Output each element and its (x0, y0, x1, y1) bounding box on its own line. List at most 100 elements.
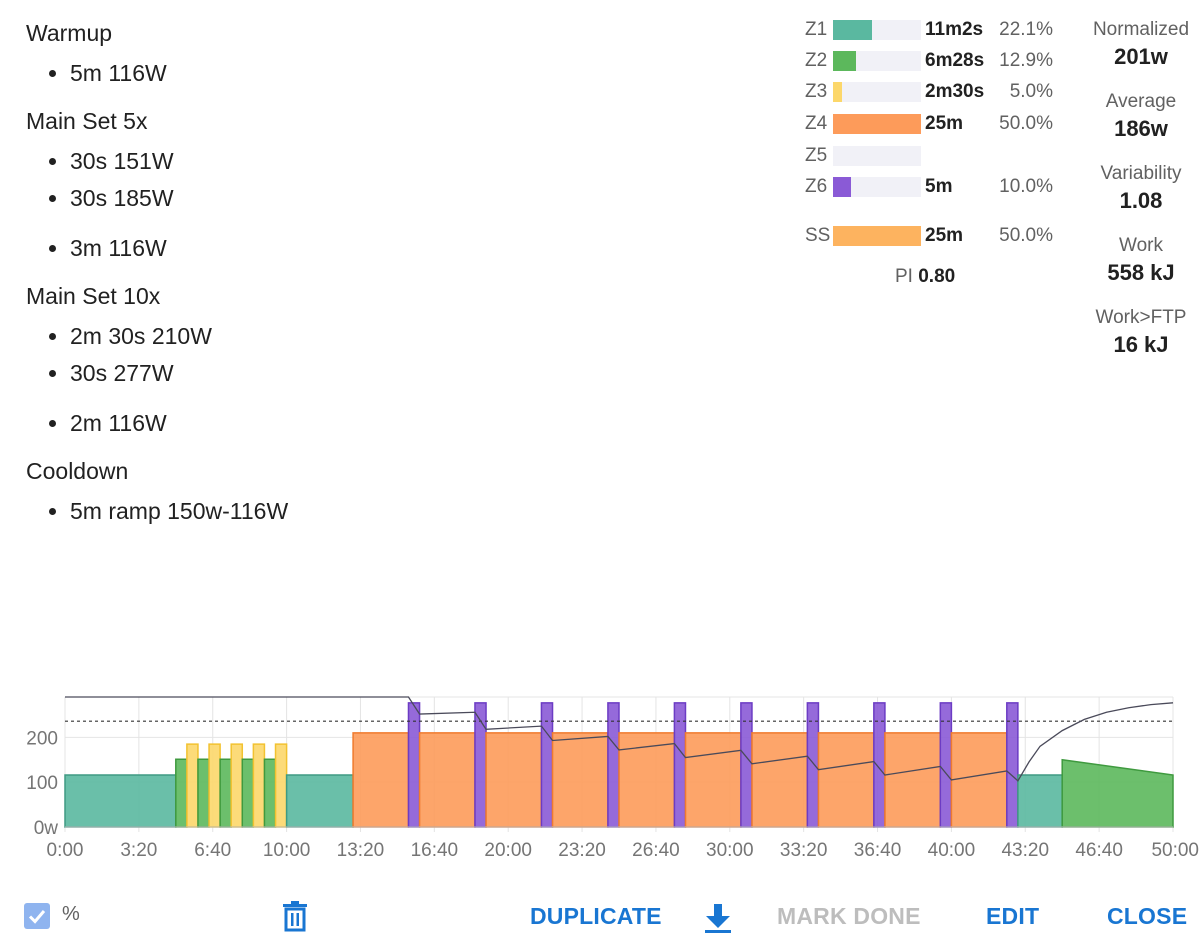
zone-name: Z2 (805, 50, 828, 71)
zone-row-z6: Z6 5m 10.0% (803, 175, 1063, 199)
zone-bar-track (833, 146, 921, 166)
stat-label: Work (1119, 235, 1163, 256)
interval-bar (684, 732, 742, 828)
interval-bar (352, 732, 410, 828)
edit-button[interactable]: EDIT (986, 903, 1040, 929)
x-tick-label: 30:00 (706, 840, 754, 861)
workout-step: 2m 116W (70, 408, 726, 438)
zone-percent: 22.1% (999, 19, 1053, 40)
workout-step: 30s 151W (70, 146, 726, 176)
zone-percent: 5.0% (1009, 81, 1053, 102)
interval-bar (186, 743, 199, 828)
x-tick-label: 26:40 (632, 840, 680, 861)
interval-bar (175, 758, 188, 828)
workout-group-title: Main Set 5x (26, 108, 148, 134)
stat-work: Work 558 kJ (1082, 234, 1200, 306)
workout-group-title: Warmup (26, 20, 113, 46)
x-tick-label: 50:00 (1151, 840, 1199, 861)
zone-bar-track (833, 177, 921, 197)
interval-bar (485, 732, 543, 828)
stat-value: 186w (1114, 116, 1168, 141)
zone-time: 25m (925, 225, 964, 246)
x-tick-label: 40:00 (928, 840, 976, 861)
close-button[interactable]: CLOSE (1107, 903, 1188, 929)
stat-work-ftp: Work>FTP 16 kJ (1082, 306, 1200, 378)
dialog-footer: % DUPLICATE MARK DONE EDIT CLOSE (0, 890, 1200, 942)
workout-step: 3m 116W (70, 233, 726, 263)
x-tick-label: 23:20 (558, 840, 606, 861)
stat-label: Variability (1100, 163, 1182, 184)
workout-step-list: 30s 151W 30s 185W 3m 116W (26, 146, 726, 263)
workout-step: 30s 185W (70, 183, 726, 213)
x-tick-label: 10:00 (263, 840, 311, 861)
stat-label: Work>FTP (1095, 307, 1187, 328)
interval-bar (285, 774, 354, 828)
percent-checkbox[interactable] (24, 903, 50, 929)
mark-done-button[interactable]: MARK DONE (777, 903, 921, 929)
interval-bar (551, 732, 609, 828)
workout-group-title: Main Set 10x (26, 283, 161, 309)
zone-percent: 12.9% (999, 50, 1053, 71)
workout-step: 2m 30s 210W (70, 321, 726, 351)
interval-bar (219, 758, 232, 828)
interval-bar (230, 743, 244, 828)
zone-bar-fill (833, 20, 872, 40)
download-icon (705, 904, 731, 933)
stat-variability: Variability 1.08 (1082, 162, 1200, 234)
stat-normalized: Normalized 201w (1082, 18, 1200, 90)
zone-bar-fill (833, 177, 851, 197)
stat-value: 201w (1114, 44, 1168, 69)
zone-bar-fill (833, 114, 921, 134)
download-button[interactable] (704, 902, 732, 939)
zone-percent: 10.0% (999, 176, 1053, 197)
workout-stats: Normalized 201w Average 186w Variability 1.08… (1082, 18, 1200, 378)
x-tick-label: 3:20 (120, 840, 157, 861)
workout-step: 5m 116W (70, 58, 726, 88)
zone-row-z3: Z3 2m30s 5.0% (803, 80, 1063, 104)
zone-bar-track (833, 20, 921, 40)
x-tick-label: 36:40 (854, 840, 902, 861)
interval-bar (1017, 774, 1063, 828)
workout-group-title: Cooldown (26, 458, 129, 484)
zone-bar-track (833, 51, 921, 71)
x-tick-label: 13:20 (337, 840, 385, 861)
interval-bar (263, 758, 277, 828)
interval-bar (64, 774, 177, 828)
duplicate-button[interactable]: DUPLICATE (530, 903, 662, 929)
workout-step-list: 5m ramp 150w-116W (26, 496, 726, 526)
delete-button[interactable] (281, 900, 309, 937)
zone-time: 5m (925, 176, 953, 197)
y-tick-label: 0w (34, 818, 59, 839)
zone-time: 2m30s (925, 81, 985, 102)
y-tick-label: 200 (26, 728, 58, 749)
interval-bar (252, 743, 266, 828)
percent-label: % (62, 903, 80, 925)
zone-bar-track (833, 226, 921, 246)
zone-bar-track (833, 82, 921, 102)
zone-name: Z3 (805, 81, 828, 102)
interval-bar (241, 758, 255, 828)
stat-value: 558 kJ (1107, 260, 1175, 285)
stat-label: Average (1105, 91, 1177, 112)
zone-bar-track (833, 114, 921, 134)
interval-bar (751, 732, 809, 828)
x-tick-label: 46:40 (1075, 840, 1123, 861)
zone-time: 11m2s (925, 19, 984, 40)
pi-value: 0.80 (918, 266, 956, 287)
zone-percent: 50.0% (999, 113, 1053, 134)
workout-step: 30s 277W (70, 358, 726, 388)
x-tick-label: 20:00 (484, 840, 532, 861)
zone-name: Z6 (805, 176, 828, 197)
interval-bar (950, 732, 1008, 828)
interval-bar (817, 732, 875, 828)
stat-label: Normalized (1092, 19, 1190, 40)
x-tick-label: 33:20 (780, 840, 828, 861)
workout-step-list: 2m 30s 210W 30s 277W 2m 116W (26, 321, 726, 438)
x-tick-label: 16:40 (411, 840, 459, 861)
pi-readout: PI 0.80 (895, 266, 955, 288)
zone-bar-fill (833, 226, 921, 246)
stat-average: Average 186w (1082, 90, 1200, 162)
interval-bar (208, 743, 221, 828)
trash-icon (283, 901, 307, 932)
x-tick-label: 43:20 (1001, 840, 1049, 861)
